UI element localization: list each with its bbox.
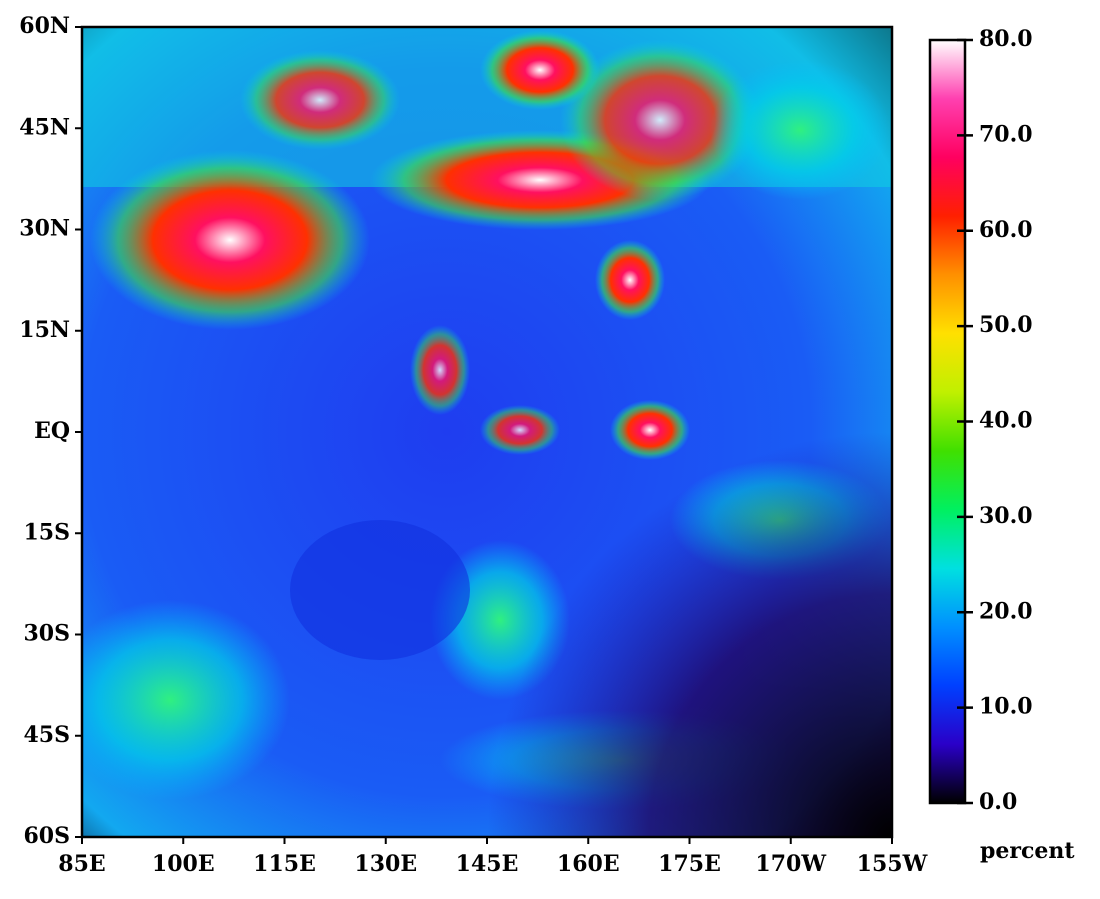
y-tick-label: EQ bbox=[34, 418, 70, 444]
colorbar-tick-label: 10.0 bbox=[979, 694, 1033, 720]
y-tick-label: 30N bbox=[19, 216, 70, 242]
x-tick-label: 130E bbox=[354, 851, 417, 877]
x-tick-label: 160E bbox=[557, 851, 620, 877]
colorbar-tick-label: 30.0 bbox=[979, 503, 1033, 529]
y-tick-label: 45N bbox=[19, 114, 70, 140]
x-tick-label: 170W bbox=[755, 851, 826, 877]
x-tick-label: 155W bbox=[857, 851, 928, 877]
colorbar-tick-label: 60.0 bbox=[979, 217, 1033, 243]
y-tick-label: 60S bbox=[23, 823, 70, 849]
colorbar-tick-label: 80.0 bbox=[979, 26, 1033, 52]
colorbar-tick-label: 70.0 bbox=[979, 121, 1033, 147]
y-tick-label: 60N bbox=[19, 13, 70, 39]
satellite-image bbox=[82, 27, 892, 837]
x-tick-label: 115E bbox=[253, 851, 316, 877]
y-tick-label: 30S bbox=[23, 621, 70, 647]
colorbar-tick-label: 50.0 bbox=[979, 312, 1033, 338]
y-tick-label: 15N bbox=[19, 317, 70, 343]
colorbar-tick-label: 20.0 bbox=[979, 598, 1033, 624]
x-tick-label: 100E bbox=[152, 851, 215, 877]
colorbar-tick-label: 0.0 bbox=[979, 789, 1017, 815]
colorbar-tick-label: 40.0 bbox=[979, 408, 1033, 434]
x-tick-label: 175E bbox=[658, 851, 721, 877]
x-tick-label: 85E bbox=[58, 851, 105, 877]
y-tick-label: 45S bbox=[23, 722, 70, 748]
colorbar-label: percent bbox=[980, 838, 1075, 864]
x-tick-label: 145E bbox=[456, 851, 519, 877]
y-tick-label: 15S bbox=[23, 519, 70, 545]
